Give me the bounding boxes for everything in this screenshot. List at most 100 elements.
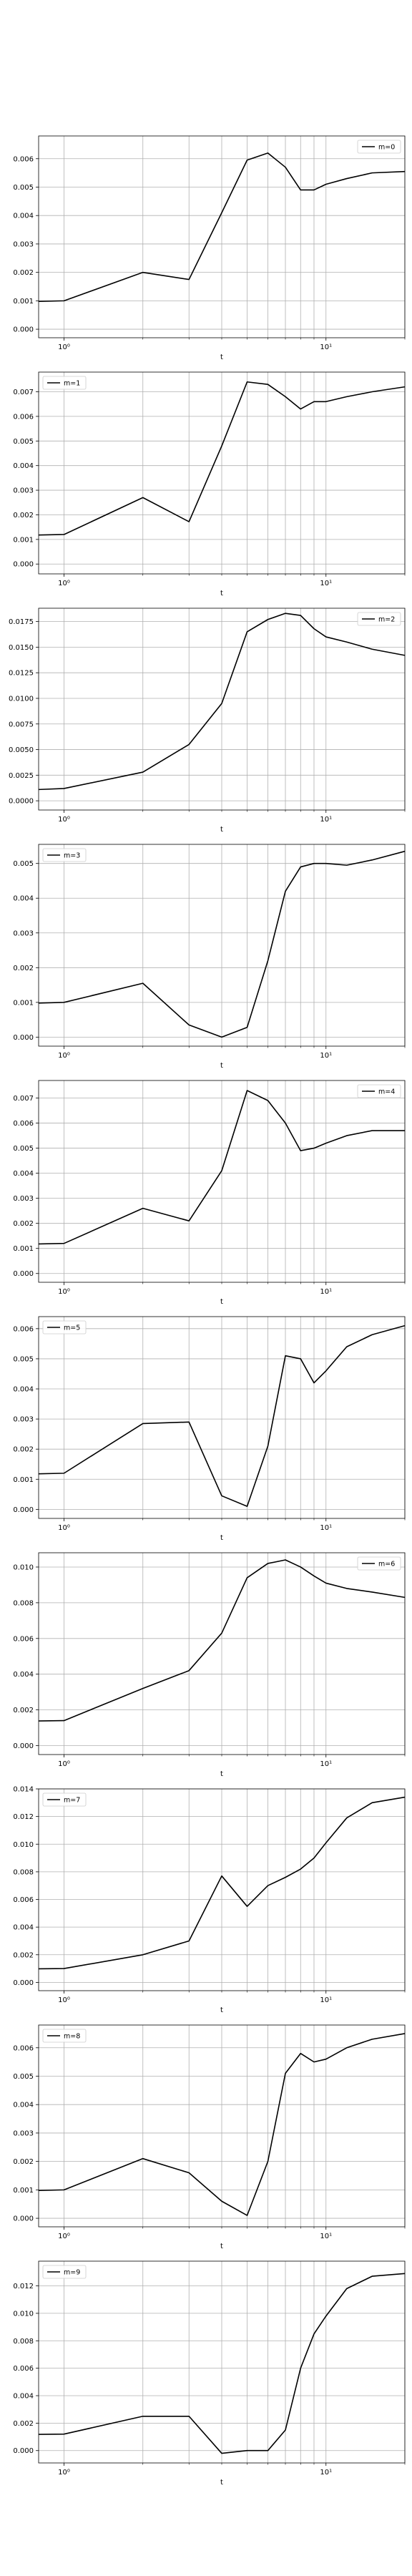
- chart-panel: 0.000 0.001 0.002 0.003 0.004 0.005 0.006 10⁰ 10…: [13, 135, 406, 361]
- x-axis-label: t: [220, 2243, 223, 2250]
- x-tick-label: 10⁰: [58, 1760, 70, 1768]
- y-tick-label: 0.001: [13, 1476, 34, 1484]
- y-tick-label: 0.005: [13, 860, 34, 868]
- y-tick-label: 0.0175: [9, 618, 34, 626]
- y-tick-label: 0.001: [13, 298, 34, 306]
- legend-label: m=5: [64, 1324, 80, 1332]
- x-axis-label: t: [220, 590, 223, 597]
- legend-box: [357, 1084, 401, 1098]
- legend-box: [357, 140, 401, 154]
- x-tick-label: 10⁰: [58, 580, 70, 587]
- axes-frame: [38, 1316, 406, 1519]
- x-tick-label: 10¹: [320, 1760, 332, 1768]
- x-tick-label: 10⁰: [58, 1288, 70, 1296]
- x-axis-label: t: [220, 826, 223, 834]
- x-tick-label: 10⁰: [58, 816, 70, 824]
- y-tick-label: 0.0125: [9, 670, 34, 678]
- y-tick-label: 0.004: [13, 1386, 34, 1394]
- x-axis-label: t: [220, 1770, 223, 1778]
- axes-frame: [38, 844, 406, 1047]
- y-tick-label: 0.003: [13, 487, 34, 495]
- y-tick-label: 0.006: [13, 155, 34, 163]
- x-tick-label: 10¹: [320, 1996, 332, 2004]
- axes-frame: [38, 1552, 406, 1755]
- x-tick-label: 10¹: [320, 1052, 332, 1060]
- y-tick-label: 0.001: [13, 2187, 34, 2195]
- chart-panel: 0.000 0.001 0.002 0.003 0.004 0.005 10⁰ 10¹ t m=3: [13, 844, 406, 1070]
- y-tick-label: 0.008: [13, 2338, 34, 2346]
- series-line: [38, 1559, 406, 1722]
- x-tick-label: 10⁰: [58, 1996, 70, 2004]
- y-tick-label: 0.006: [13, 2365, 34, 2373]
- y-tick-label: 0.000: [13, 561, 34, 569]
- y-tick-label: 0.012: [13, 1813, 34, 1821]
- y-tick-label: 0.000: [13, 1979, 34, 1987]
- x-tick-label: 10¹: [320, 580, 332, 587]
- legend-label: m=6: [378, 1561, 395, 1568]
- legend: m=8: [42, 2029, 87, 2043]
- x-tick-label: 10⁰: [58, 343, 70, 351]
- y-tick-label: 0.0150: [9, 644, 34, 652]
- x-tick-label: 10⁰: [58, 1524, 70, 1532]
- series-line: [38, 1090, 405, 1245]
- legend-box: [42, 2029, 87, 2043]
- legend: m=3: [42, 848, 87, 862]
- y-tick-label: 0.005: [13, 1145, 34, 1153]
- y-tick-label: 0.004: [13, 2393, 34, 2401]
- chart-panel: 0.000 0.002 0.004 0.006 0.008 0.010 0.012 0.014…: [13, 1786, 406, 2014]
- y-tick-label: 0.007: [13, 1095, 34, 1103]
- y-tick-label: 0.002: [13, 1707, 34, 1714]
- x-axis-label: t: [220, 2479, 223, 2487]
- y-tick-label: 0.000: [13, 1034, 34, 1042]
- y-tick-label: 0.005: [13, 2073, 34, 2081]
- series-line: [38, 2033, 406, 2216]
- x-tick-label: 10⁰: [58, 1052, 70, 1060]
- series-line: [38, 1324, 406, 1507]
- axes-frame: [38, 2024, 406, 2228]
- y-tick-label: 0.006: [13, 413, 34, 421]
- legend-box: [42, 376, 87, 390]
- legend: m=2: [357, 612, 401, 626]
- y-tick-label: 0.010: [13, 1841, 34, 1849]
- legend-box: [42, 1792, 87, 1807]
- chart-panel: 0.000 0.002 0.004 0.006 0.008 0.010 0.012 10⁰ 10…: [13, 2260, 406, 2487]
- x-tick-label: 10⁰: [58, 2233, 70, 2240]
- y-tick-label: 0.0025: [9, 772, 34, 780]
- series-line: [38, 850, 406, 1038]
- series-line: [38, 1796, 406, 1970]
- y-tick-label: 0.005: [13, 1355, 34, 1363]
- axes-frame: [38, 135, 406, 338]
- y-tick-label: 0.003: [13, 1416, 34, 1424]
- legend-label: m=1: [64, 380, 80, 388]
- legend-box: [42, 2265, 87, 2279]
- axes-frame: [38, 371, 406, 575]
- y-tick-label: 0.0075: [9, 721, 34, 728]
- legend-label: m=2: [378, 616, 395, 624]
- y-tick-label: 0.003: [13, 240, 34, 248]
- y-tick-label: 0.001: [13, 536, 34, 544]
- chart-panel: 0.000 0.001 0.002 0.003 0.004 0.005 0.006 0.007…: [13, 1080, 406, 1306]
- x-tick-label: 10¹: [320, 343, 332, 351]
- legend-label: m=9: [64, 2269, 80, 2277]
- x-axis-label: t: [220, 2006, 223, 2014]
- y-tick-label: 0.002: [13, 1951, 34, 1959]
- chart-panel: 0.000 0.001 0.002 0.003 0.004 0.005 0.006 10⁰ 10…: [13, 1316, 406, 1542]
- y-tick-label: 0.002: [13, 269, 34, 277]
- y-tick-label: 0.010: [13, 2310, 34, 2318]
- legend-box: [42, 1320, 87, 1335]
- y-tick-label: 0.003: [13, 930, 34, 937]
- y-tick-label: 0.001: [13, 999, 34, 1007]
- series-line: [38, 2273, 406, 2454]
- y-tick-label: 0.000: [13, 2447, 34, 2455]
- legend-label: m=0: [378, 144, 395, 152]
- y-tick-label: 0.006: [13, 1896, 34, 1904]
- y-tick-label: 0.008: [13, 1868, 34, 1876]
- x-tick-label: 10¹: [320, 1288, 332, 1296]
- y-tick-label: 0.006: [13, 1325, 34, 1333]
- y-tick-label: 0.0100: [9, 695, 34, 703]
- x-axis-label: t: [220, 1534, 223, 1542]
- y-tick-label: 0.000: [13, 1506, 34, 1514]
- x-axis-label: t: [220, 1298, 223, 1306]
- y-tick-label: 0.014: [13, 1786, 34, 1794]
